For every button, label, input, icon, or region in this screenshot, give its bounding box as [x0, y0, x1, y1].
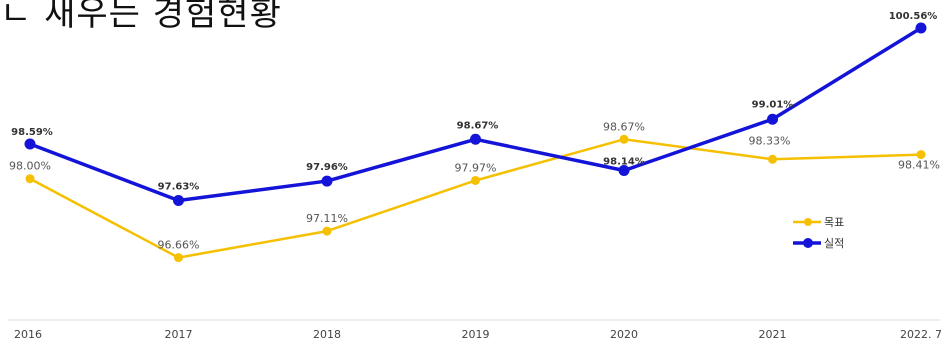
- target-point: [25, 174, 35, 184]
- x-tick-labels: 2016 2017 2018 2019 2020 2021 2022. 7: [14, 328, 942, 341]
- legend-label-target: 목표: [824, 216, 844, 229]
- legend-marker-target: [804, 218, 812, 226]
- series-actual: 98.59% 97.63% 97.96% 98.67% 98.14% 99.01% 100.…: [11, 11, 937, 206]
- actual-point: [618, 164, 630, 176]
- x-tick-label: 2019: [462, 328, 490, 341]
- actual-data-label: 98.14%: [603, 156, 645, 167]
- target-data-label: 97.11%: [306, 212, 348, 225]
- actual-data-label: 100.56%: [889, 11, 938, 22]
- x-tick-label: 2016: [14, 328, 42, 341]
- x-tick-label: 2020: [610, 328, 638, 341]
- actual-point: [173, 194, 184, 206]
- actual-point: [470, 133, 481, 145]
- x-tick-label: 2018: [313, 328, 341, 341]
- x-tick-label: 2021: [759, 328, 787, 341]
- target-data-label: 97.97%: [455, 161, 497, 174]
- legend-label-actual: 실적: [824, 237, 844, 250]
- actual-line: [29, 26, 922, 203]
- target-point: [174, 253, 183, 263]
- actual-data-label: 98.67%: [457, 120, 499, 131]
- chart-title-fragment: ㄴ 새우는 경험현황: [0, 0, 282, 34]
- target-point: [768, 154, 777, 164]
- target-data-label: 98.00%: [9, 160, 51, 173]
- series-target: 98.00% 96.66% 97.11% 97.97% 98.67% 98.33% 98.4…: [9, 120, 940, 263]
- target-point: [322, 226, 332, 236]
- actual-point: [321, 175, 333, 187]
- target-data-label: 96.66%: [158, 239, 200, 252]
- actual-point: [767, 113, 778, 125]
- target-data-label: 98.33%: [749, 134, 791, 147]
- x-tick-label: 2022. 7: [900, 328, 942, 341]
- actual-data-label: 97.63%: [158, 181, 200, 192]
- target-point: [471, 175, 480, 185]
- legend-marker-actual: [803, 238, 813, 248]
- target-data-label: 98.41%: [898, 159, 940, 172]
- actual-point: [915, 22, 927, 34]
- x-tick-label: 2017: [165, 328, 193, 341]
- target-point: [916, 150, 926, 160]
- target-point: [619, 134, 629, 144]
- actual-point: [24, 138, 36, 150]
- target-data-label: 98.67%: [603, 120, 645, 133]
- actual-data-label: 98.59%: [11, 127, 53, 138]
- actual-data-label: 97.96%: [306, 162, 348, 173]
- actual-data-label: 99.01%: [752, 99, 794, 110]
